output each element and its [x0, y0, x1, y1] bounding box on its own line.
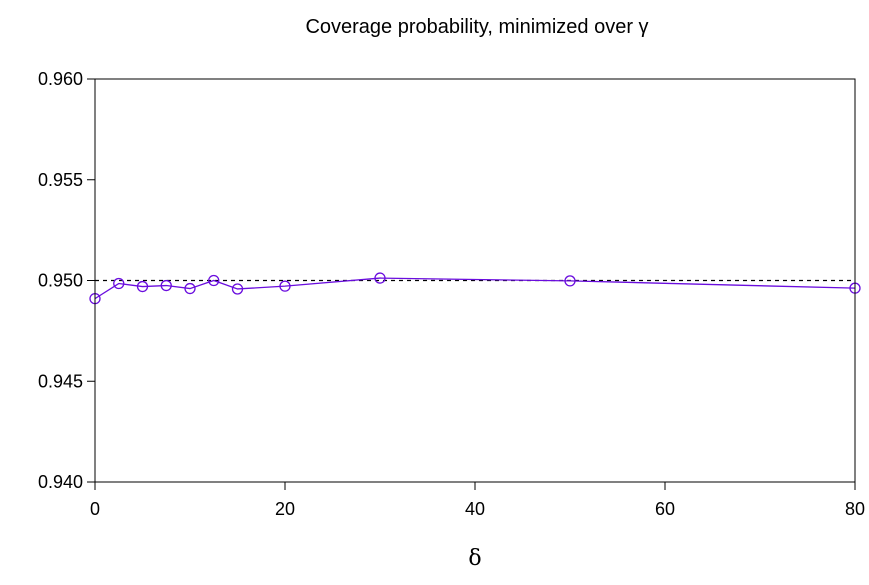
- series-layer: [89, 272, 861, 305]
- data-point: [231, 283, 244, 295]
- y-tick-label: 0.955: [38, 170, 83, 190]
- x-tick-label: 40: [465, 499, 485, 519]
- chart-title: Coverage probability, minimized over γ: [305, 16, 648, 38]
- x-axis-label: δ: [468, 546, 481, 571]
- data-point: [374, 272, 386, 284]
- y-tick-label: 0.950: [38, 271, 83, 291]
- data-point: [208, 274, 220, 287]
- x-tick-label: 20: [275, 499, 295, 519]
- y-axis: 0.940 0.945 0.950 0.955 0.960: [38, 69, 95, 492]
- x-axis: 0 20 40 60 80: [90, 482, 865, 519]
- y-tick-label: 0.960: [38, 69, 83, 89]
- x-tick-label: 0: [90, 499, 100, 519]
- y-tick-label: 0.945: [38, 371, 83, 391]
- data-point: [113, 277, 125, 290]
- x-tick-label: 60: [655, 499, 675, 519]
- data-point: [184, 282, 196, 295]
- y-tick-label: 0.940: [38, 472, 83, 492]
- x-tick-label: 80: [845, 499, 865, 519]
- data-point: [136, 280, 149, 293]
- series-line: [94, 277, 856, 300]
- data-point: [564, 275, 576, 287]
- data-point: [279, 280, 291, 292]
- data-point: [160, 279, 172, 292]
